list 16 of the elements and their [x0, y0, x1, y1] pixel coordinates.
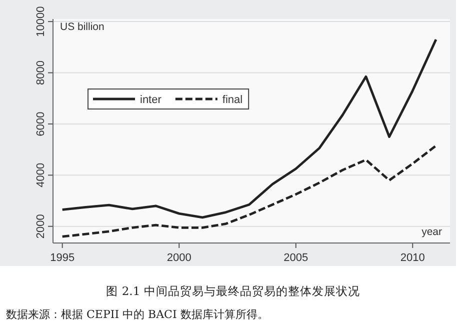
- legend-label: inter: [140, 94, 162, 106]
- y-tick-label: 6000: [35, 112, 47, 136]
- line-series: [61, 38, 438, 219]
- y-axis-title: US billion: [60, 21, 105, 33]
- text: 图 2.1 中间品贸易与最终品贸易的整体发展状况: [106, 284, 360, 298]
- source-note: 数据来源：根据 CEPII 中的 BACI 数据库计算所得。: [6, 308, 268, 321]
- y-tick-label: 4000: [35, 162, 47, 188]
- y-tick-label: 8000: [35, 60, 47, 85]
- x-tick-label: 2010: [400, 252, 425, 264]
- x-tick-label: 2000: [166, 252, 192, 264]
- legend-label: final: [222, 94, 243, 106]
- y-tick-label: 10000: [35, 6, 47, 37]
- x-axis-title: year: [422, 226, 442, 238]
- x-tick-label: 1995: [50, 252, 75, 264]
- x-tick-label: 2005: [284, 252, 308, 264]
- y-tick-label: 2000: [35, 214, 47, 239]
